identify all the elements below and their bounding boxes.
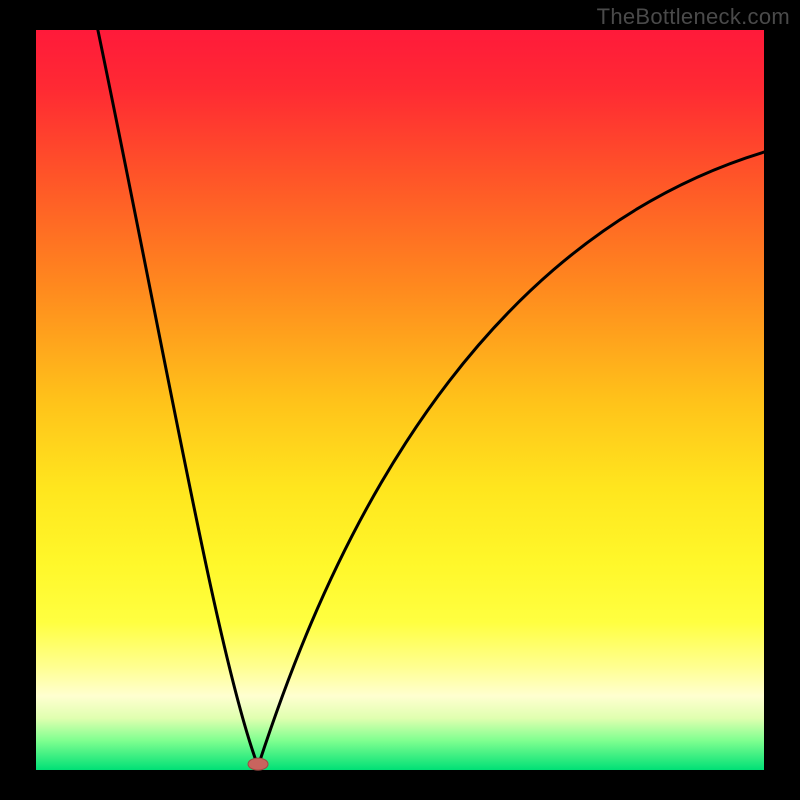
watermark-text: TheBottleneck.com xyxy=(597,4,790,30)
optimal-marker xyxy=(248,758,268,770)
bottleneck-chart: TheBottleneck.com xyxy=(0,0,800,800)
chart-svg xyxy=(0,0,800,800)
plot-background xyxy=(36,30,764,770)
